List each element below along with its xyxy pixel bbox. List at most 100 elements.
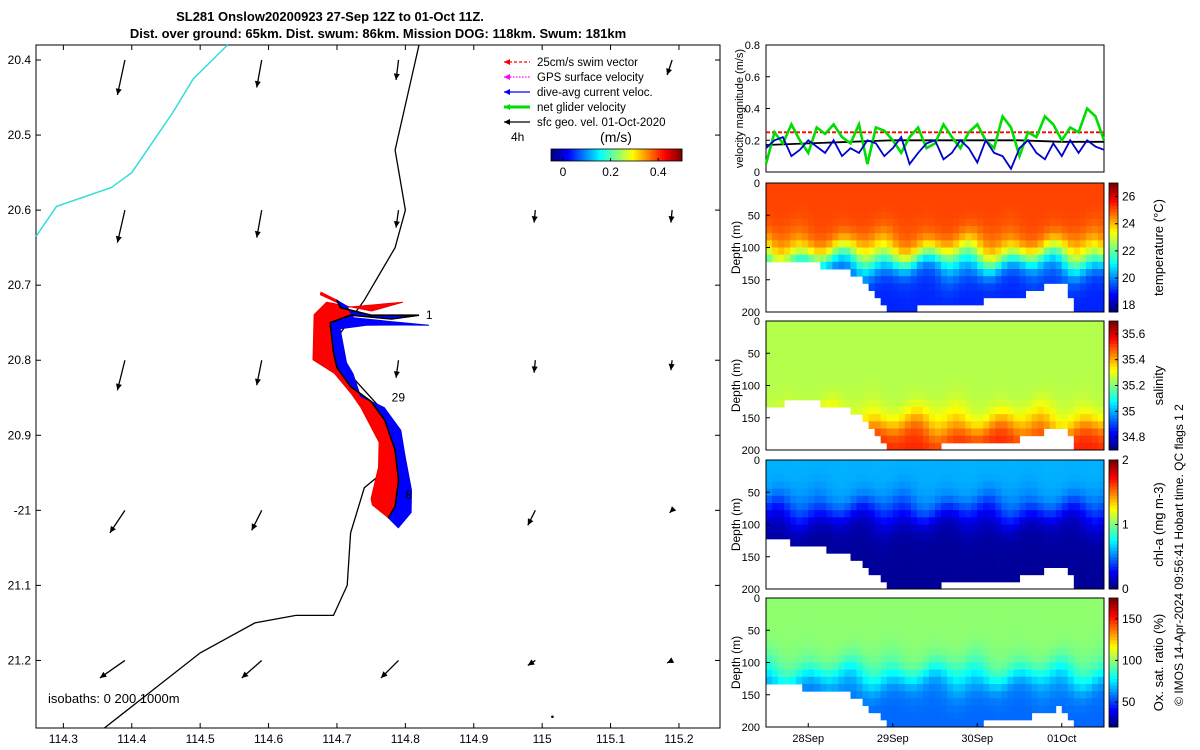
colorbar-segment (551, 149, 554, 161)
heatmap-cell (892, 538, 900, 547)
colorbar-segment (633, 149, 637, 161)
heatmap-cell (838, 240, 845, 248)
heatmap-cell (928, 641, 936, 649)
heatmap-cell (862, 190, 870, 198)
heatmap-cell (880, 567, 888, 576)
heatmap-cell (832, 342, 839, 351)
heatmap-cell (814, 626, 821, 635)
legend-arrowhead (504, 104, 510, 110)
heatmap-colorbar-frame (1108, 182, 1119, 313)
heatmap-cell (856, 641, 864, 649)
heatmap-cell (953, 342, 960, 351)
heatmap-cell (1091, 546, 1099, 554)
heatmap-colorbar-segment (1109, 224, 1118, 229)
heatmap-cell (910, 204, 918, 213)
heatmap-cell (790, 385, 797, 394)
heatmap-cell (989, 421, 996, 429)
heatmap-cell (862, 407, 870, 415)
heatmap-cell (850, 342, 858, 351)
heatmap-cell (953, 553, 960, 561)
heatmap-cell (971, 328, 978, 336)
heatmap-cell (922, 481, 930, 490)
heatmap-cell (977, 538, 984, 547)
heatmap-cell (886, 321, 894, 329)
heatmap-cell (1097, 335, 1105, 343)
heatmap-colorbar-segment (1109, 346, 1118, 351)
heatmap-cell (838, 626, 845, 635)
heatmap-cell (947, 269, 954, 277)
heatmap-cell (953, 524, 960, 533)
heatmap-cell (1007, 428, 1014, 437)
heatmap-cell (880, 503, 888, 511)
heatmap-cell (1091, 190, 1099, 198)
heatmap-cell (1043, 684, 1051, 692)
heatmap-cell (941, 662, 948, 671)
heatmap-cell (874, 247, 882, 256)
heatmap-cell (790, 204, 797, 213)
heatmap-cell (1007, 435, 1014, 444)
heatmap-cell (892, 283, 900, 291)
heatmap-cell (1061, 524, 1069, 533)
heatmap-cell (1019, 698, 1027, 706)
heatmap-cell (784, 254, 791, 263)
heatmap-cell (922, 204, 930, 213)
heatmap-cell (1019, 567, 1027, 576)
heatmap-cell (820, 612, 827, 620)
heatmap-cell (1037, 641, 1045, 649)
heatmap-cell (922, 626, 930, 635)
heatmap-cell (1055, 510, 1063, 518)
velocity-ytick-label: 0.6 (745, 72, 760, 84)
heatmap-cell (910, 648, 918, 656)
heatmap-cell (928, 442, 936, 451)
heatmap-cell (826, 546, 833, 554)
heatmap-cell (814, 524, 821, 533)
heatmap-cell (947, 211, 954, 220)
heatmap-cell (959, 392, 966, 401)
heatmap-cell (808, 619, 815, 628)
heatmap-cell (832, 378, 839, 386)
heatmap-cell (947, 524, 954, 533)
heatmap-cell (772, 612, 779, 620)
heatmap-cell (898, 503, 906, 511)
heatmap-colorbar-segment (1109, 576, 1118, 580)
heatmap-cell (1049, 662, 1057, 671)
heatmap-cell (850, 474, 858, 482)
heatmap-cell (838, 676, 845, 685)
heatmap-cell (1055, 240, 1063, 248)
heatmap-cell (874, 378, 882, 386)
heatmap-cell (1097, 581, 1105, 590)
heatmap-cell (1055, 254, 1063, 263)
heatmap-cell (1025, 392, 1033, 401)
heatmap-cell (1097, 560, 1105, 568)
colorbar-segment (564, 149, 567, 161)
heatmap-cell (850, 183, 858, 191)
heatmap-cell (983, 553, 990, 561)
heatmap-cell (1037, 261, 1045, 270)
heatmap-cell (898, 304, 906, 313)
heatmap-cell (862, 691, 870, 699)
heatmap-cell (904, 495, 912, 504)
heatmap-colorbar-segment (1109, 598, 1118, 602)
heatmap-cell (1067, 226, 1075, 234)
heatmap-cell (1031, 698, 1039, 706)
heatmap-cell (1013, 371, 1020, 379)
heatmap-cell (790, 240, 797, 248)
heatmap-cell (832, 240, 839, 248)
heatmap-cell (898, 356, 906, 365)
heatmap-colorbar-segment (1109, 656, 1118, 660)
heatmap-cell (1091, 399, 1099, 408)
heatmap-cell (1091, 328, 1099, 336)
heatmap-cell (784, 247, 791, 256)
heatmap-cell (953, 510, 960, 518)
heatmap-cell (826, 538, 833, 547)
heatmap-cell (947, 342, 954, 351)
heatmap-cell (1085, 233, 1093, 241)
heatmap-colorbar-segment (1109, 530, 1118, 535)
heatmap-cell (844, 619, 851, 628)
heatmap-cell (862, 385, 870, 394)
heatmap-cell (1085, 349, 1093, 358)
heatmap-cell (868, 495, 876, 504)
heatmap-cell (772, 364, 779, 372)
heatmap-cell (965, 356, 972, 365)
